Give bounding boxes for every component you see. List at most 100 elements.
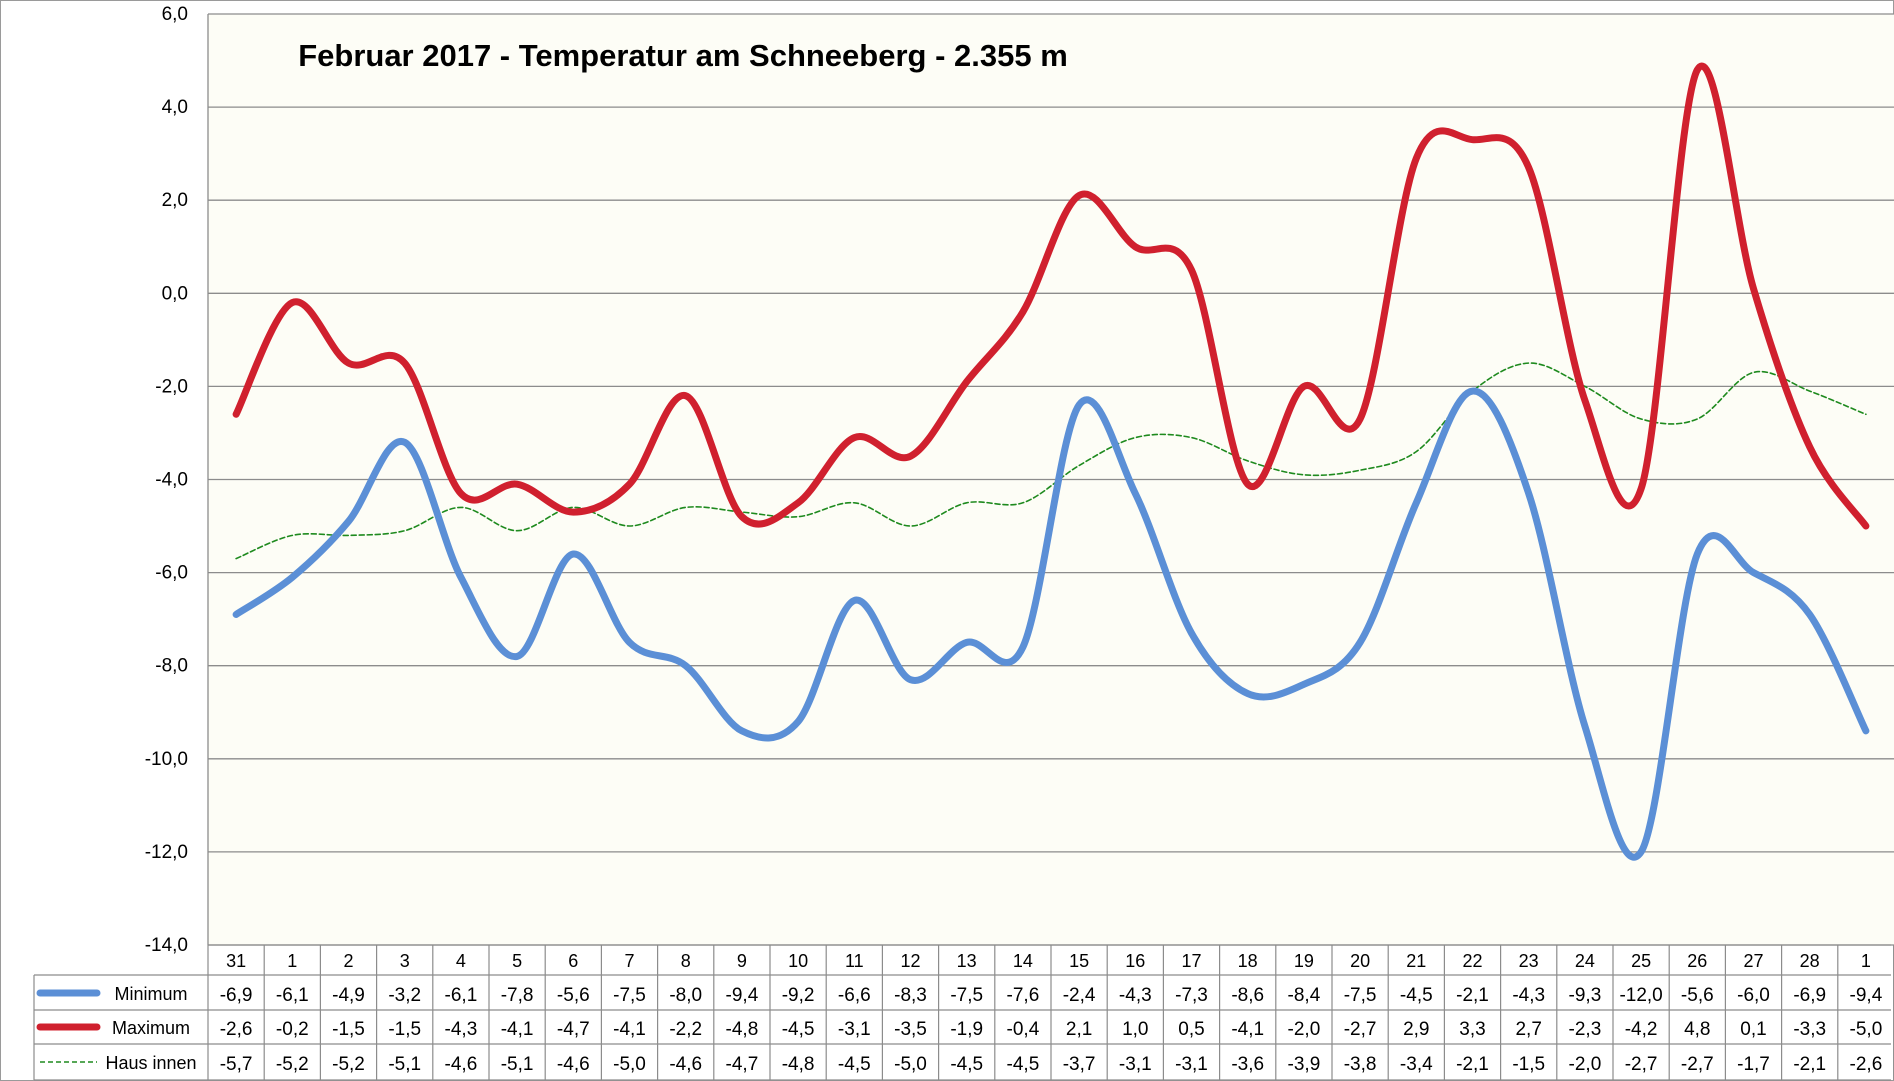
data-label: -5,0 [613, 1054, 646, 1075]
x-tick-label: 27 [1743, 951, 1763, 971]
legend-label: Haus innen [105, 1053, 196, 1073]
x-tick-label: 23 [1519, 951, 1539, 971]
series-line-maximum [232, 62, 1870, 530]
data-label: -0,2 [276, 1019, 309, 1040]
data-label: -6,9 [220, 985, 253, 1006]
data-label: -9,2 [782, 985, 815, 1006]
data-label: -7,8 [501, 985, 534, 1006]
data-label: -4,3 [1119, 985, 1152, 1006]
data-label: -4,5 [1400, 985, 1433, 1006]
data-label: -0,4 [1007, 1019, 1040, 1040]
y-tick-label: -8,0 [155, 656, 188, 677]
data-label: -4,3 [1512, 985, 1545, 1006]
y-tick-label: 2,0 [162, 190, 188, 211]
data-label: -6,9 [1793, 985, 1826, 1006]
y-axis: 6,0 4,0 2,0 0,0 -2,0 -4,0 -6,0 -8,0 -10,0 -12,0 -1… [145, 4, 209, 956]
data-label: -12,0 [1619, 985, 1662, 1006]
y-tick-label: -14,0 [145, 935, 188, 956]
data-label: -4,6 [669, 1054, 702, 1075]
data-label: 0,1 [1740, 1019, 1766, 1040]
data-label: -8,6 [1231, 985, 1264, 1006]
x-tick-label: 21 [1406, 951, 1426, 971]
data-label: -5,2 [332, 1054, 365, 1075]
data-label: -2,1 [1456, 985, 1489, 1006]
x-tick-label: 6 [568, 951, 578, 971]
x-tick-label: 1 [287, 951, 297, 971]
x-tick-label: 9 [737, 951, 747, 971]
data-label: -5,1 [388, 1054, 421, 1075]
x-tick-label: 22 [1462, 951, 1482, 971]
x-tick-label: 28 [1800, 951, 1820, 971]
data-label: -2,0 [1288, 1019, 1321, 1040]
x-tick-label: 4 [456, 951, 466, 971]
data-label: -4,2 [1625, 1019, 1658, 1040]
y-tick-label: 6,0 [162, 4, 188, 25]
data-label: -2,0 [1569, 1054, 1602, 1075]
data-label: -6,1 [276, 985, 309, 1006]
data-label: -3,9 [1288, 1054, 1321, 1075]
x-tick-label: 8 [681, 951, 691, 971]
x-tick-label: 14 [1013, 951, 1033, 971]
x-tick-label: 10 [788, 951, 808, 971]
y-tick-label: -4,0 [155, 470, 188, 491]
data-label: -4,7 [557, 1019, 590, 1040]
data-label: -5,6 [557, 985, 590, 1006]
series-lines [232, 62, 1870, 861]
x-tick-label: 17 [1181, 951, 1201, 971]
y-tick-label: -10,0 [145, 749, 188, 770]
data-label: -2,2 [669, 1019, 702, 1040]
data-label: -5,7 [220, 1054, 253, 1075]
x-tick-label: 24 [1575, 951, 1595, 971]
x-tick-label: 19 [1294, 951, 1314, 971]
y-tick-label: 0,0 [162, 283, 188, 304]
data-label: -1,9 [950, 1019, 983, 1040]
data-label: -2,1 [1456, 1054, 1489, 1075]
x-tick-label: 3 [400, 951, 410, 971]
chart-title: Februar 2017 - Temperatur am Schneeberg … [298, 38, 1068, 73]
data-label: -6,1 [445, 985, 478, 1006]
data-label: -7,3 [1175, 985, 1208, 1006]
data-label: -3,4 [1400, 1054, 1433, 1075]
data-label: -4,5 [782, 1019, 815, 1040]
series-line-minimum [232, 387, 1870, 861]
data-label: -4,5 [1007, 1054, 1040, 1075]
data-label: -5,0 [1850, 1019, 1883, 1040]
data-label: -7,6 [1007, 985, 1040, 1006]
data-label: -2,6 [1850, 1054, 1883, 1075]
x-tick-label: 12 [900, 951, 920, 971]
y-tick-label: 4,0 [162, 97, 188, 118]
data-label: -3,1 [1119, 1054, 1152, 1075]
data-label: -4,7 [726, 1054, 759, 1075]
data-label: -2,7 [1681, 1054, 1714, 1075]
data-label: -7,5 [613, 985, 646, 1006]
x-tick-label: 26 [1687, 951, 1707, 971]
data-label: -4,8 [726, 1019, 759, 1040]
data-label: -3,1 [1175, 1054, 1208, 1075]
data-label: -4,6 [445, 1054, 478, 1075]
data-label: -3,1 [838, 1019, 871, 1040]
data-label: -1,7 [1737, 1054, 1770, 1075]
data-label: -4,1 [1231, 1019, 1264, 1040]
data-label: -5,0 [894, 1054, 927, 1075]
y-tick-label: -12,0 [145, 842, 188, 863]
data-label: 2,9 [1403, 1019, 1429, 1040]
data-label: -4,5 [838, 1054, 871, 1075]
data-label: -9,4 [726, 985, 759, 1006]
data-label: -4,8 [782, 1054, 815, 1075]
data-label: -1,5 [388, 1019, 421, 1040]
data-label: -8,0 [669, 985, 702, 1006]
data-label: -3,8 [1344, 1054, 1377, 1075]
data-label: 2,1 [1066, 1019, 1092, 1040]
x-tick-label: 18 [1238, 951, 1258, 971]
data-label: -7,5 [1344, 985, 1377, 1006]
data-label: -4,3 [445, 1019, 478, 1040]
data-label: -3,2 [388, 985, 421, 1006]
data-label: -4,6 [557, 1054, 590, 1075]
data-label: -4,5 [950, 1054, 983, 1075]
y-tick-label: -2,0 [155, 376, 188, 397]
data-label: 4,8 [1684, 1019, 1710, 1040]
data-label: -9,4 [1850, 985, 1883, 1006]
x-tick-label: 5 [512, 951, 522, 971]
data-label: -4,1 [501, 1019, 534, 1040]
